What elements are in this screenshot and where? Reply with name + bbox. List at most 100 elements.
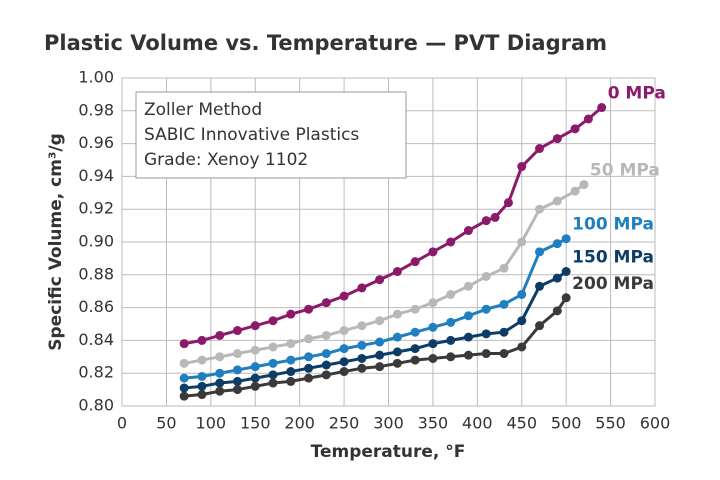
data-point bbox=[410, 304, 420, 314]
x-axis-label: Temperature, °F bbox=[311, 442, 466, 462]
data-point bbox=[250, 381, 260, 391]
data-point bbox=[321, 330, 331, 340]
data-point bbox=[481, 329, 491, 339]
x-tick-label: 0 bbox=[117, 414, 127, 433]
data-point bbox=[583, 114, 593, 124]
data-point bbox=[392, 358, 402, 368]
data-point bbox=[490, 212, 500, 222]
data-point bbox=[463, 226, 473, 236]
y-tick-label: 0.96 bbox=[78, 133, 114, 152]
data-point bbox=[517, 162, 527, 172]
x-tick-label: 400 bbox=[462, 414, 493, 433]
chart-title: Plastic Volume vs. Temperature — PVT Dia… bbox=[44, 31, 607, 55]
data-point bbox=[286, 339, 296, 349]
data-point bbox=[552, 134, 562, 144]
series-label: 200 MPa bbox=[572, 274, 654, 294]
data-point bbox=[339, 291, 349, 301]
data-point bbox=[410, 257, 420, 267]
series-label: 100 MPa bbox=[572, 215, 654, 235]
data-point bbox=[321, 370, 331, 380]
data-point bbox=[232, 376, 242, 386]
data-point bbox=[392, 332, 402, 342]
data-point bbox=[197, 381, 207, 391]
data-point bbox=[428, 339, 438, 349]
data-point bbox=[561, 267, 571, 277]
x-tick-label: 250 bbox=[329, 414, 360, 433]
data-point bbox=[286, 355, 296, 365]
data-point bbox=[179, 358, 189, 368]
data-point bbox=[232, 365, 242, 375]
data-point bbox=[481, 216, 491, 226]
data-point bbox=[446, 335, 456, 345]
data-point bbox=[517, 237, 527, 247]
x-tick-label: 300 bbox=[373, 414, 404, 433]
y-tick-label: 0.80 bbox=[78, 396, 114, 415]
data-point bbox=[561, 293, 571, 303]
annotation: Grade: Xenoy 1102 bbox=[144, 150, 308, 170]
data-point bbox=[179, 373, 189, 383]
data-point bbox=[499, 263, 509, 273]
data-point bbox=[535, 321, 545, 331]
data-point bbox=[597, 103, 607, 113]
data-point bbox=[552, 306, 562, 316]
data-point bbox=[570, 124, 580, 134]
data-point bbox=[446, 352, 456, 362]
data-point bbox=[570, 186, 580, 196]
data-point bbox=[375, 350, 385, 360]
data-point bbox=[197, 355, 207, 365]
data-point bbox=[552, 273, 562, 283]
data-point bbox=[535, 204, 545, 214]
data-point bbox=[232, 385, 242, 395]
x-tick-label: 200 bbox=[284, 414, 315, 433]
x-tick-label: 500 bbox=[551, 414, 582, 433]
data-point bbox=[179, 383, 189, 393]
y-axis-label: Specific Volume, cm³/g bbox=[46, 133, 66, 351]
x-tick-label: 600 bbox=[640, 414, 671, 433]
y-tick-label: 0.82 bbox=[78, 363, 114, 382]
data-point bbox=[428, 322, 438, 332]
data-point bbox=[197, 390, 207, 400]
data-point bbox=[375, 362, 385, 372]
data-point bbox=[321, 349, 331, 359]
data-point bbox=[481, 349, 491, 359]
data-point bbox=[357, 353, 367, 363]
data-point bbox=[304, 334, 314, 344]
data-point bbox=[481, 304, 491, 314]
data-point bbox=[215, 368, 225, 378]
y-tick-label: 0.92 bbox=[78, 199, 114, 218]
y-tick-label: 0.88 bbox=[78, 264, 114, 283]
data-point bbox=[392, 309, 402, 319]
y-tick-label: 1.00 bbox=[78, 68, 114, 87]
data-point bbox=[463, 332, 473, 342]
y-tick-label: 0.94 bbox=[78, 166, 114, 185]
data-point bbox=[552, 196, 562, 206]
data-point bbox=[428, 298, 438, 308]
data-point bbox=[268, 342, 278, 352]
data-point bbox=[410, 327, 420, 337]
x-tick-label: 100 bbox=[196, 414, 227, 433]
data-point bbox=[552, 239, 562, 249]
series-label: 50 MPa bbox=[590, 161, 660, 181]
data-point bbox=[250, 362, 260, 372]
data-point bbox=[304, 352, 314, 362]
data-point bbox=[339, 326, 349, 336]
data-point bbox=[517, 342, 527, 352]
data-point bbox=[179, 391, 189, 401]
y-tick-label: 0.86 bbox=[78, 297, 114, 316]
data-point bbox=[375, 316, 385, 326]
data-point bbox=[339, 344, 349, 354]
data-point bbox=[463, 311, 473, 321]
data-point bbox=[215, 378, 225, 388]
data-point bbox=[197, 335, 207, 345]
data-point bbox=[579, 180, 589, 190]
x-tick-label: 50 bbox=[156, 414, 176, 433]
data-point bbox=[321, 298, 331, 308]
data-point bbox=[499, 349, 509, 359]
data-point bbox=[535, 247, 545, 257]
data-point bbox=[339, 357, 349, 367]
data-point bbox=[481, 271, 491, 281]
data-point bbox=[517, 316, 527, 326]
series-label: 0 MPa bbox=[608, 84, 666, 104]
data-point bbox=[357, 283, 367, 293]
data-point bbox=[392, 347, 402, 357]
